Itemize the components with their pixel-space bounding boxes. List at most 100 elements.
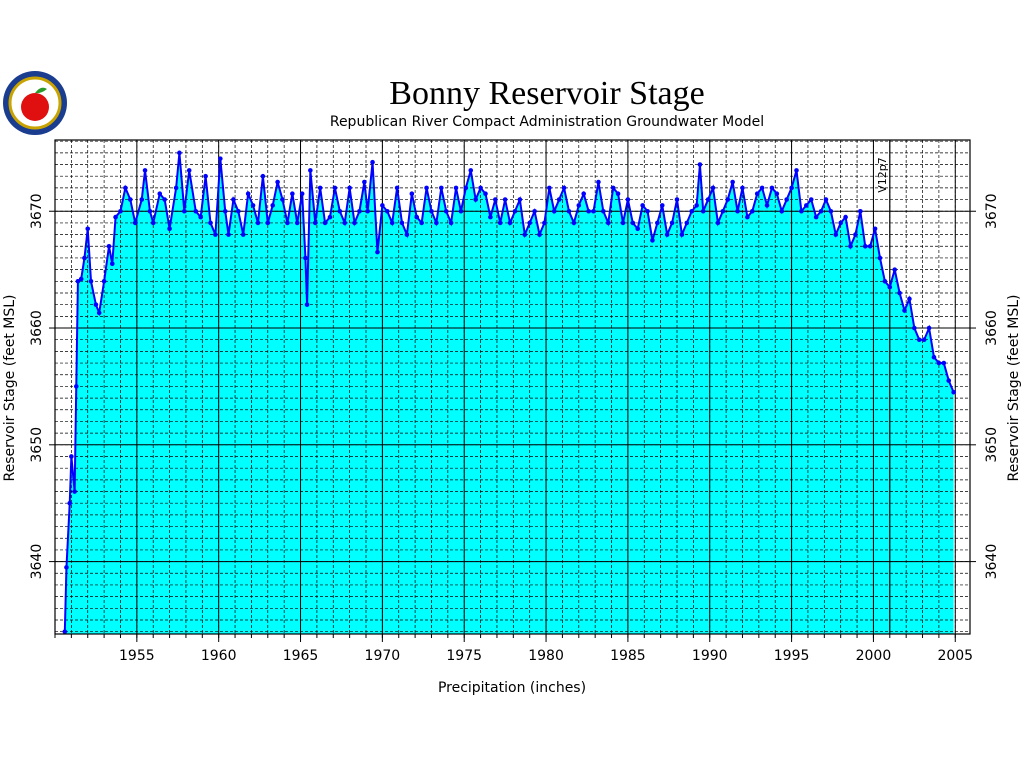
point (813, 214, 819, 220)
line (63, 152, 955, 632)
point (308, 168, 313, 173)
point (635, 226, 641, 232)
x-tick-label: 1995 (774, 648, 810, 664)
point (610, 185, 616, 191)
point (936, 360, 942, 366)
point (198, 214, 203, 220)
point (571, 220, 577, 226)
point (799, 208, 804, 214)
point (434, 220, 439, 226)
point (497, 220, 503, 226)
x-tick-label: 1985 (610, 648, 646, 664)
point (132, 220, 138, 226)
point (946, 378, 952, 383)
point (926, 325, 932, 331)
point (260, 173, 266, 179)
x-tick-label: 1990 (692, 648, 728, 664)
point (85, 226, 91, 232)
point (833, 232, 839, 237)
point (312, 220, 318, 226)
point (818, 208, 824, 214)
y-tick-label: 3650 (29, 427, 45, 463)
point (303, 255, 308, 261)
point (596, 179, 601, 185)
point (75, 279, 81, 284)
point (625, 197, 631, 202)
point (507, 220, 513, 226)
y2-tick-label: 3670 (984, 193, 1000, 229)
point (882, 279, 888, 284)
point (483, 191, 488, 197)
point (931, 354, 937, 360)
chart-subtitle: Republican River Compact Administration … (330, 114, 764, 130)
point (64, 565, 69, 570)
point (941, 360, 947, 366)
point (478, 185, 483, 191)
y-tick-label: 3660 (29, 310, 45, 346)
point (605, 220, 611, 226)
point (527, 220, 532, 226)
point (566, 208, 572, 214)
point (208, 220, 213, 226)
chart-title: Bonny Reservoir Stage (389, 75, 704, 112)
point (365, 208, 370, 214)
point (337, 208, 343, 214)
point (106, 243, 112, 249)
point (892, 267, 898, 272)
point (877, 255, 883, 261)
point (532, 208, 537, 214)
point (147, 208, 153, 214)
point (139, 197, 145, 202)
point (669, 220, 675, 226)
y-tick-label: 3640 (29, 544, 45, 580)
point (347, 185, 352, 191)
plot-frame (54, 139, 971, 635)
point (630, 220, 636, 226)
point (429, 208, 434, 214)
point (118, 208, 123, 214)
point (473, 197, 478, 202)
point (749, 208, 755, 214)
point (438, 185, 444, 191)
point (167, 226, 172, 232)
point (389, 220, 395, 226)
point (270, 203, 276, 208)
point (640, 203, 645, 208)
point (674, 197, 680, 202)
point (409, 191, 415, 197)
point (754, 191, 760, 197)
point (265, 220, 271, 226)
point (551, 208, 557, 214)
point (213, 232, 218, 237)
y-axis-label: Reservoir Stage (feet MSL) (2, 294, 18, 481)
point (951, 389, 956, 395)
annotation-label: V12p7 (876, 157, 889, 193)
point (88, 279, 94, 284)
point (78, 276, 84, 282)
point (222, 208, 228, 214)
point (784, 197, 789, 202)
point (62, 629, 68, 634)
point (697, 162, 703, 167)
x-tick-label: 1965 (283, 648, 319, 664)
point (240, 232, 246, 237)
point (113, 214, 118, 220)
x-tick-label: 2005 (937, 648, 973, 664)
point (907, 296, 912, 302)
point (73, 384, 79, 389)
x-tick-label: 1955 (119, 648, 155, 664)
point (620, 220, 626, 226)
point (897, 290, 902, 296)
point (82, 255, 87, 261)
point (245, 191, 251, 197)
point (352, 220, 357, 226)
point (275, 179, 280, 185)
point (458, 208, 464, 214)
point (290, 191, 295, 197)
point (193, 208, 199, 214)
point (173, 185, 179, 191)
point (157, 191, 163, 197)
point (774, 191, 780, 197)
point (561, 185, 567, 191)
point (916, 337, 922, 343)
